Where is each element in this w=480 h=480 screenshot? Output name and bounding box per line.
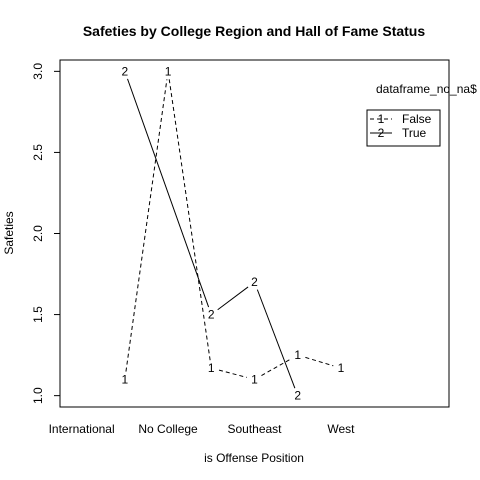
legend-symbol: 1 [378, 112, 385, 126]
y-tick-label: 1.0 [31, 387, 45, 404]
series-line-false [125, 79, 168, 372]
data-point-false: 1 [251, 372, 258, 386]
series-layer: 1 1 1 1 1 1 2 2 2 2 [121, 64, 344, 402]
data-point-true: 2 [294, 389, 301, 403]
x-tick-label: No College [138, 422, 198, 436]
series-line-true [127, 78, 210, 308]
legend-label: True [402, 126, 427, 140]
data-point-false: 1 [294, 348, 301, 362]
legend-title: dataframe_no_na$ [376, 82, 477, 96]
series-line-false [168, 79, 211, 361]
series-line-false [305, 356, 334, 367]
series-line-true [217, 286, 249, 311]
legend-box [366, 109, 441, 147]
series-line-false [218, 369, 247, 378]
legend-entries: 1 False 2 True [370, 112, 432, 140]
data-point-true: 2 [121, 64, 128, 78]
data-point-false: 1 [208, 361, 215, 375]
x-tick-label: Southeast [227, 422, 282, 436]
chart-title: Safeties by College Region and Hall of F… [83, 23, 426, 39]
series-line-false [261, 358, 291, 376]
data-point-true: 2 [208, 308, 215, 322]
data-point-true: 2 [251, 275, 258, 289]
y-axis: 1.0 1.5 2.0 2.5 3.0 [31, 63, 61, 404]
legend-symbol: 2 [378, 126, 385, 140]
y-tick-label: 2.0 [31, 225, 45, 242]
y-tick-label: 3.0 [31, 63, 45, 80]
data-point-false: 1 [165, 64, 172, 78]
x-tick-label: International [49, 422, 115, 436]
y-axis-label: Safeties [2, 211, 16, 254]
legend: dataframe_no_na$ 1 False 2 True [366, 82, 477, 147]
legend-label: False [402, 112, 432, 126]
y-tick-label: 1.5 [31, 306, 45, 323]
series-line-true [256, 289, 296, 389]
data-point-false: 1 [121, 372, 128, 386]
x-tick-label: West [327, 422, 355, 436]
x-axis-label: is Offense Position [204, 451, 304, 465]
y-tick-label: 2.5 [31, 144, 45, 161]
data-point-false: 1 [338, 361, 345, 375]
x-axis: International No College Southeast West [49, 422, 356, 436]
